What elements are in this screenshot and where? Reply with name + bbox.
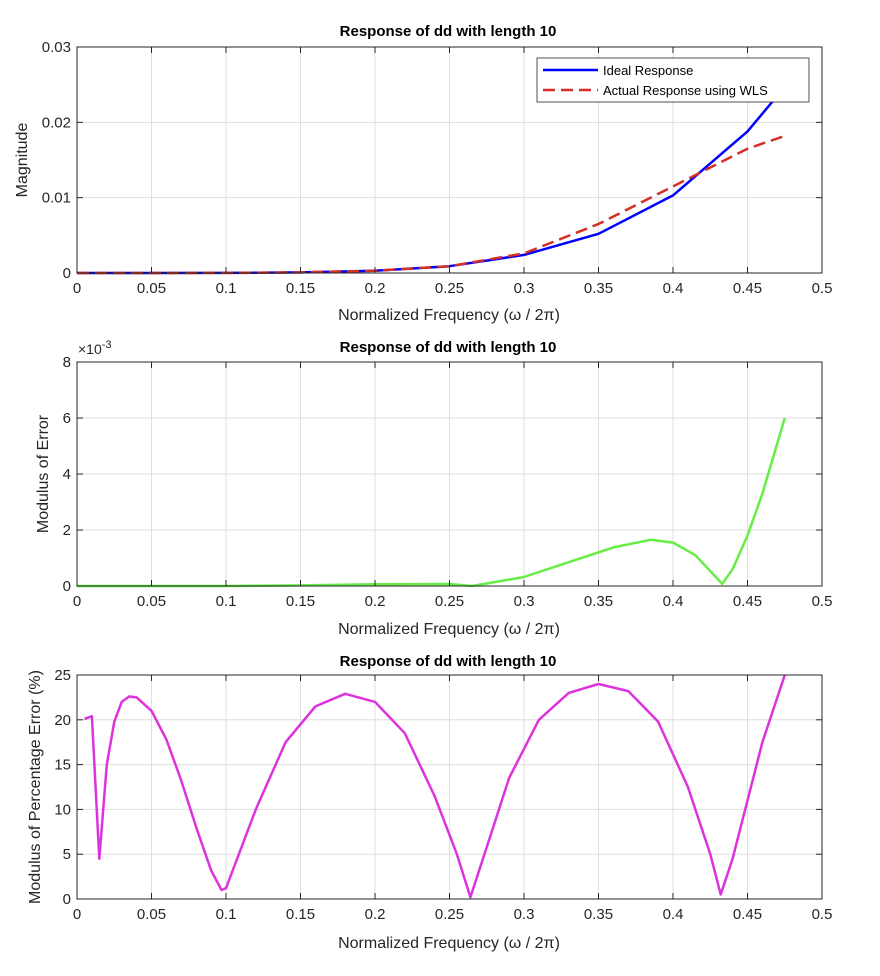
x-tick-label: 0.45 [733,280,762,297]
y-tick-label: 10 [54,801,71,818]
x-tick-label: 0.4 [663,906,684,923]
axes-percentage-error-plot [84,674,786,899]
y-tick-label: 0.01 [42,190,71,207]
series-line-1-0 [77,417,786,588]
x-tick-label: 0.15 [286,593,315,610]
axes-percentage-error-xlabel: Normalized Frequency (ω / 2π) [338,935,560,952]
axes-percentage-error-ylabel: Modulus of Percentage Error (%) [27,670,44,904]
x-tick-label: 0.25 [435,280,464,297]
x-tick-label: 0.2 [365,280,386,297]
axes-error-title: Response of dd with length 10 [340,339,557,356]
legend-box [536,57,810,103]
x-tick-label: 0.35 [584,906,613,923]
legend: Ideal Response Actual Response using WLS [536,57,810,103]
axes-percentage-error: Response of dd with length 10 0 0.05 0.1 0.… [27,653,832,952]
axes-percentage-error-ticks: 0 0.05 0.1 0.15 0.2 0.25 0.3 0.35 0.4 0.45 0.5 0 5 10… [54,667,832,923]
x-tick-label: 0.2 [365,593,386,610]
x-tick-label: 0.05 [137,280,166,297]
x-tick-label: 0.15 [286,906,315,923]
axes-magnitude: Response of dd with length 10 0 0.05 0.1 0.… [14,23,832,324]
legend-label-actual: Actual Response using WLS [603,83,768,98]
x-tick-label: 0.4 [663,280,684,297]
legend-label-ideal: Ideal Response [603,63,693,78]
axes-error-ylabel: Modulus of Error [35,414,52,533]
x-tick-label: 0.5 [812,906,833,923]
x-tick-label: 0.25 [435,906,464,923]
series-line-2-0 [84,674,786,899]
y-tick-label: 6 [63,410,71,427]
x-tick-label: 0.35 [584,280,613,297]
y-tick-label: 4 [63,466,71,483]
y-tick-label: 0 [63,265,71,282]
y-tick-label: 0 [63,891,71,908]
axes-magnitude-xlabel: Normalized Frequency (ω / 2π) [338,307,560,324]
y-tick-label: 0.03 [42,39,71,56]
y-tick-label: 2 [63,522,71,539]
y-tick-label: 5 [63,846,71,863]
y-tick-label: 0.02 [42,114,71,131]
x-tick-label: 0.1 [216,593,237,610]
axes-magnitude-ticks: 0 0.05 0.1 0.15 0.2 0.25 0.3 0.35 0.4 0.45 0.5 0 0.0… [42,39,833,297]
x-tick-label: 0.1 [216,280,237,297]
y-tick-label: 15 [54,757,71,774]
axes-magnitude-title: Response of dd with length 10 [340,23,557,40]
x-tick-label: 0.5 [812,593,833,610]
x-tick-label: 0.3 [514,593,535,610]
x-tick-label: 0.15 [286,280,315,297]
y-tick-label: 0 [63,578,71,595]
x-tick-label: 0 [73,906,81,923]
axes-error-xlabel: Normalized Frequency (ω / 2π) [338,621,560,638]
x-tick-label: 0.1 [216,906,237,923]
x-tick-label: 0.2 [365,906,386,923]
axes-magnitude-ylabel: Magnitude [14,123,31,198]
x-tick-label: 0.3 [514,906,535,923]
x-tick-label: 0.05 [137,906,166,923]
x-tick-label: 0.05 [137,593,166,610]
y-tick-label: 25 [54,667,71,684]
x-tick-label: 0.35 [584,593,613,610]
y-tick-label: 20 [54,712,71,729]
y-tick-label: 8 [63,354,71,371]
x-tick-label: 0 [73,593,81,610]
axes-percentage-error-title: Response of dd with length 10 [340,653,557,670]
axes-error-plot [77,417,786,588]
x-tick-label: 0.5 [812,280,833,297]
series-line-0-1 [77,134,786,275]
x-tick-label: 0.25 [435,593,464,610]
x-tick-label: 0 [73,280,81,297]
axes-error-multiplier: ×10-3 [78,339,112,357]
x-tick-label: 0.45 [733,906,762,923]
x-tick-label: 0.4 [663,593,684,610]
x-tick-label: 0.45 [733,593,762,610]
x-tick-label: 0.3 [514,280,535,297]
axes-error-ticks: 0 0.05 0.1 0.15 0.2 0.25 0.3 0.35 0.4 0.45 0.5 0 2 4 6… [63,354,833,610]
axes-error: Response of dd with length 10 0 0.05 0.1 0.… [35,339,832,638]
